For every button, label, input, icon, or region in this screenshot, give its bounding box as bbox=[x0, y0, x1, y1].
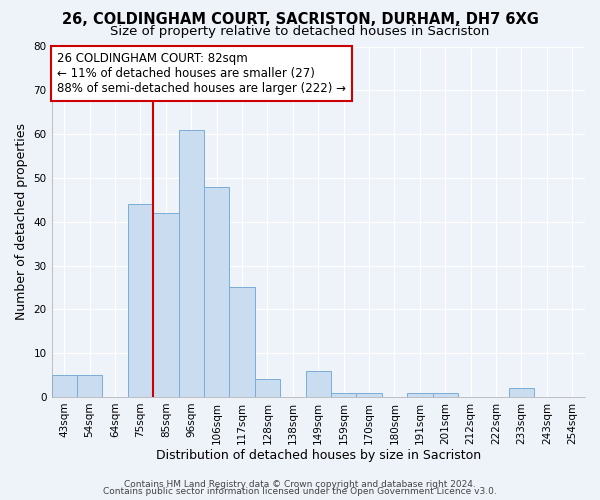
Y-axis label: Number of detached properties: Number of detached properties bbox=[15, 123, 28, 320]
Bar bbox=[52, 375, 77, 397]
Bar bbox=[331, 392, 356, 397]
Bar bbox=[356, 392, 382, 397]
Bar bbox=[153, 213, 179, 397]
Text: 26, COLDINGHAM COURT, SACRISTON, DURHAM, DH7 6XG: 26, COLDINGHAM COURT, SACRISTON, DURHAM,… bbox=[62, 12, 538, 28]
Bar bbox=[305, 370, 331, 397]
Bar bbox=[179, 130, 204, 397]
X-axis label: Distribution of detached houses by size in Sacriston: Distribution of detached houses by size … bbox=[156, 450, 481, 462]
Bar bbox=[407, 392, 433, 397]
Text: Contains public sector information licensed under the Open Government Licence v3: Contains public sector information licen… bbox=[103, 488, 497, 496]
Bar bbox=[128, 204, 153, 397]
Bar bbox=[229, 288, 255, 397]
Bar bbox=[77, 375, 103, 397]
Bar bbox=[433, 392, 458, 397]
Text: Size of property relative to detached houses in Sacriston: Size of property relative to detached ho… bbox=[110, 25, 490, 38]
Bar bbox=[204, 186, 229, 397]
Bar bbox=[509, 388, 534, 397]
Text: Contains HM Land Registry data © Crown copyright and database right 2024.: Contains HM Land Registry data © Crown c… bbox=[124, 480, 476, 489]
Text: 26 COLDINGHAM COURT: 82sqm
← 11% of detached houses are smaller (27)
88% of semi: 26 COLDINGHAM COURT: 82sqm ← 11% of deta… bbox=[57, 52, 346, 95]
Bar bbox=[255, 380, 280, 397]
